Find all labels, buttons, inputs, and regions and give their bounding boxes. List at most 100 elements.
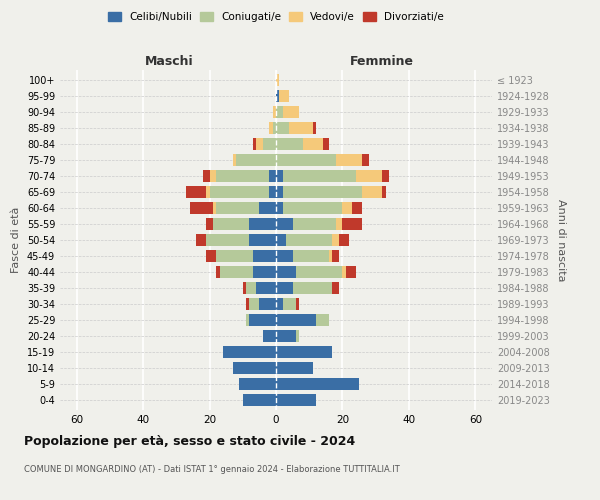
Bar	[283, 170, 356, 182]
Bar	[289, 122, 313, 134]
Bar	[276, 282, 293, 294]
Bar	[213, 218, 250, 230]
Bar	[293, 282, 332, 294]
Bar	[276, 234, 286, 246]
Bar	[250, 298, 259, 310]
Bar	[263, 138, 276, 150]
Bar	[283, 186, 362, 198]
Bar	[250, 218, 276, 230]
Bar	[216, 170, 269, 182]
Bar	[276, 298, 283, 310]
Text: Maschi: Maschi	[145, 54, 194, 68]
Bar	[332, 234, 339, 246]
Bar	[343, 202, 352, 214]
Bar	[352, 202, 362, 214]
Bar	[346, 266, 356, 278]
Bar	[253, 250, 276, 262]
Bar	[332, 250, 339, 262]
Bar	[239, 378, 276, 390]
Bar	[339, 234, 349, 246]
Bar	[250, 234, 276, 246]
Bar	[276, 106, 283, 118]
Bar	[362, 186, 382, 198]
Bar	[206, 218, 213, 230]
Bar	[276, 362, 313, 374]
Bar	[329, 250, 332, 262]
Bar	[216, 202, 259, 214]
Bar	[276, 138, 302, 150]
Bar	[323, 138, 329, 150]
Bar	[243, 282, 246, 294]
Bar	[276, 122, 289, 134]
Bar	[220, 266, 253, 278]
Bar	[190, 202, 213, 214]
Bar	[216, 250, 253, 262]
Bar	[233, 362, 276, 374]
Bar	[276, 90, 280, 102]
Bar	[246, 298, 250, 310]
Bar	[196, 234, 206, 246]
Bar	[236, 154, 276, 166]
Bar	[186, 186, 206, 198]
Bar	[302, 138, 323, 150]
Bar	[209, 186, 269, 198]
Bar	[276, 346, 332, 358]
Bar	[206, 234, 250, 246]
Bar	[356, 170, 382, 182]
Bar	[272, 122, 276, 134]
Bar	[250, 314, 276, 326]
Bar	[343, 218, 362, 230]
Bar	[293, 250, 329, 262]
Y-axis label: Anni di nascita: Anni di nascita	[556, 198, 566, 281]
Bar	[259, 202, 276, 214]
Bar	[276, 218, 293, 230]
Bar	[269, 186, 276, 198]
Bar	[216, 266, 220, 278]
Bar	[336, 154, 362, 166]
Y-axis label: Fasce di età: Fasce di età	[11, 207, 21, 273]
Bar	[203, 170, 209, 182]
Bar	[246, 282, 256, 294]
Text: Popolazione per età, sesso e stato civile - 2024: Popolazione per età, sesso e stato civil…	[24, 435, 355, 448]
Legend: Celibi/Nubili, Coniugati/e, Vedovi/e, Divorziati/e: Celibi/Nubili, Coniugati/e, Vedovi/e, Di…	[104, 8, 448, 26]
Bar	[276, 186, 283, 198]
Bar	[276, 330, 296, 342]
Bar	[256, 282, 276, 294]
Bar	[276, 74, 280, 86]
Bar	[283, 202, 343, 214]
Bar	[223, 346, 276, 358]
Text: Femmine: Femmine	[350, 54, 415, 68]
Bar	[316, 314, 329, 326]
Bar	[209, 170, 216, 182]
Bar	[280, 90, 289, 102]
Bar	[276, 394, 316, 406]
Bar	[276, 250, 293, 262]
Bar	[276, 314, 316, 326]
Bar	[213, 202, 216, 214]
Bar	[382, 186, 386, 198]
Text: COMUNE DI MONGARDINO (AT) - Dati ISTAT 1° gennaio 2024 - Elaborazione TUTTITALIA: COMUNE DI MONGARDINO (AT) - Dati ISTAT 1…	[24, 465, 400, 474]
Bar	[276, 170, 283, 182]
Bar	[332, 282, 339, 294]
Bar	[283, 106, 299, 118]
Bar	[293, 218, 336, 230]
Bar	[286, 234, 332, 246]
Bar	[336, 218, 343, 230]
Bar	[243, 394, 276, 406]
Bar	[263, 330, 276, 342]
Bar	[296, 298, 299, 310]
Bar	[276, 154, 336, 166]
Bar	[296, 330, 299, 342]
Bar	[253, 266, 276, 278]
Bar	[269, 122, 272, 134]
Bar	[246, 314, 250, 326]
Bar	[206, 186, 209, 198]
Bar	[276, 378, 359, 390]
Bar	[313, 122, 316, 134]
Bar	[206, 250, 216, 262]
Bar	[343, 266, 346, 278]
Bar	[253, 138, 256, 150]
Bar	[256, 138, 263, 150]
Bar	[296, 266, 343, 278]
Bar	[269, 170, 276, 182]
